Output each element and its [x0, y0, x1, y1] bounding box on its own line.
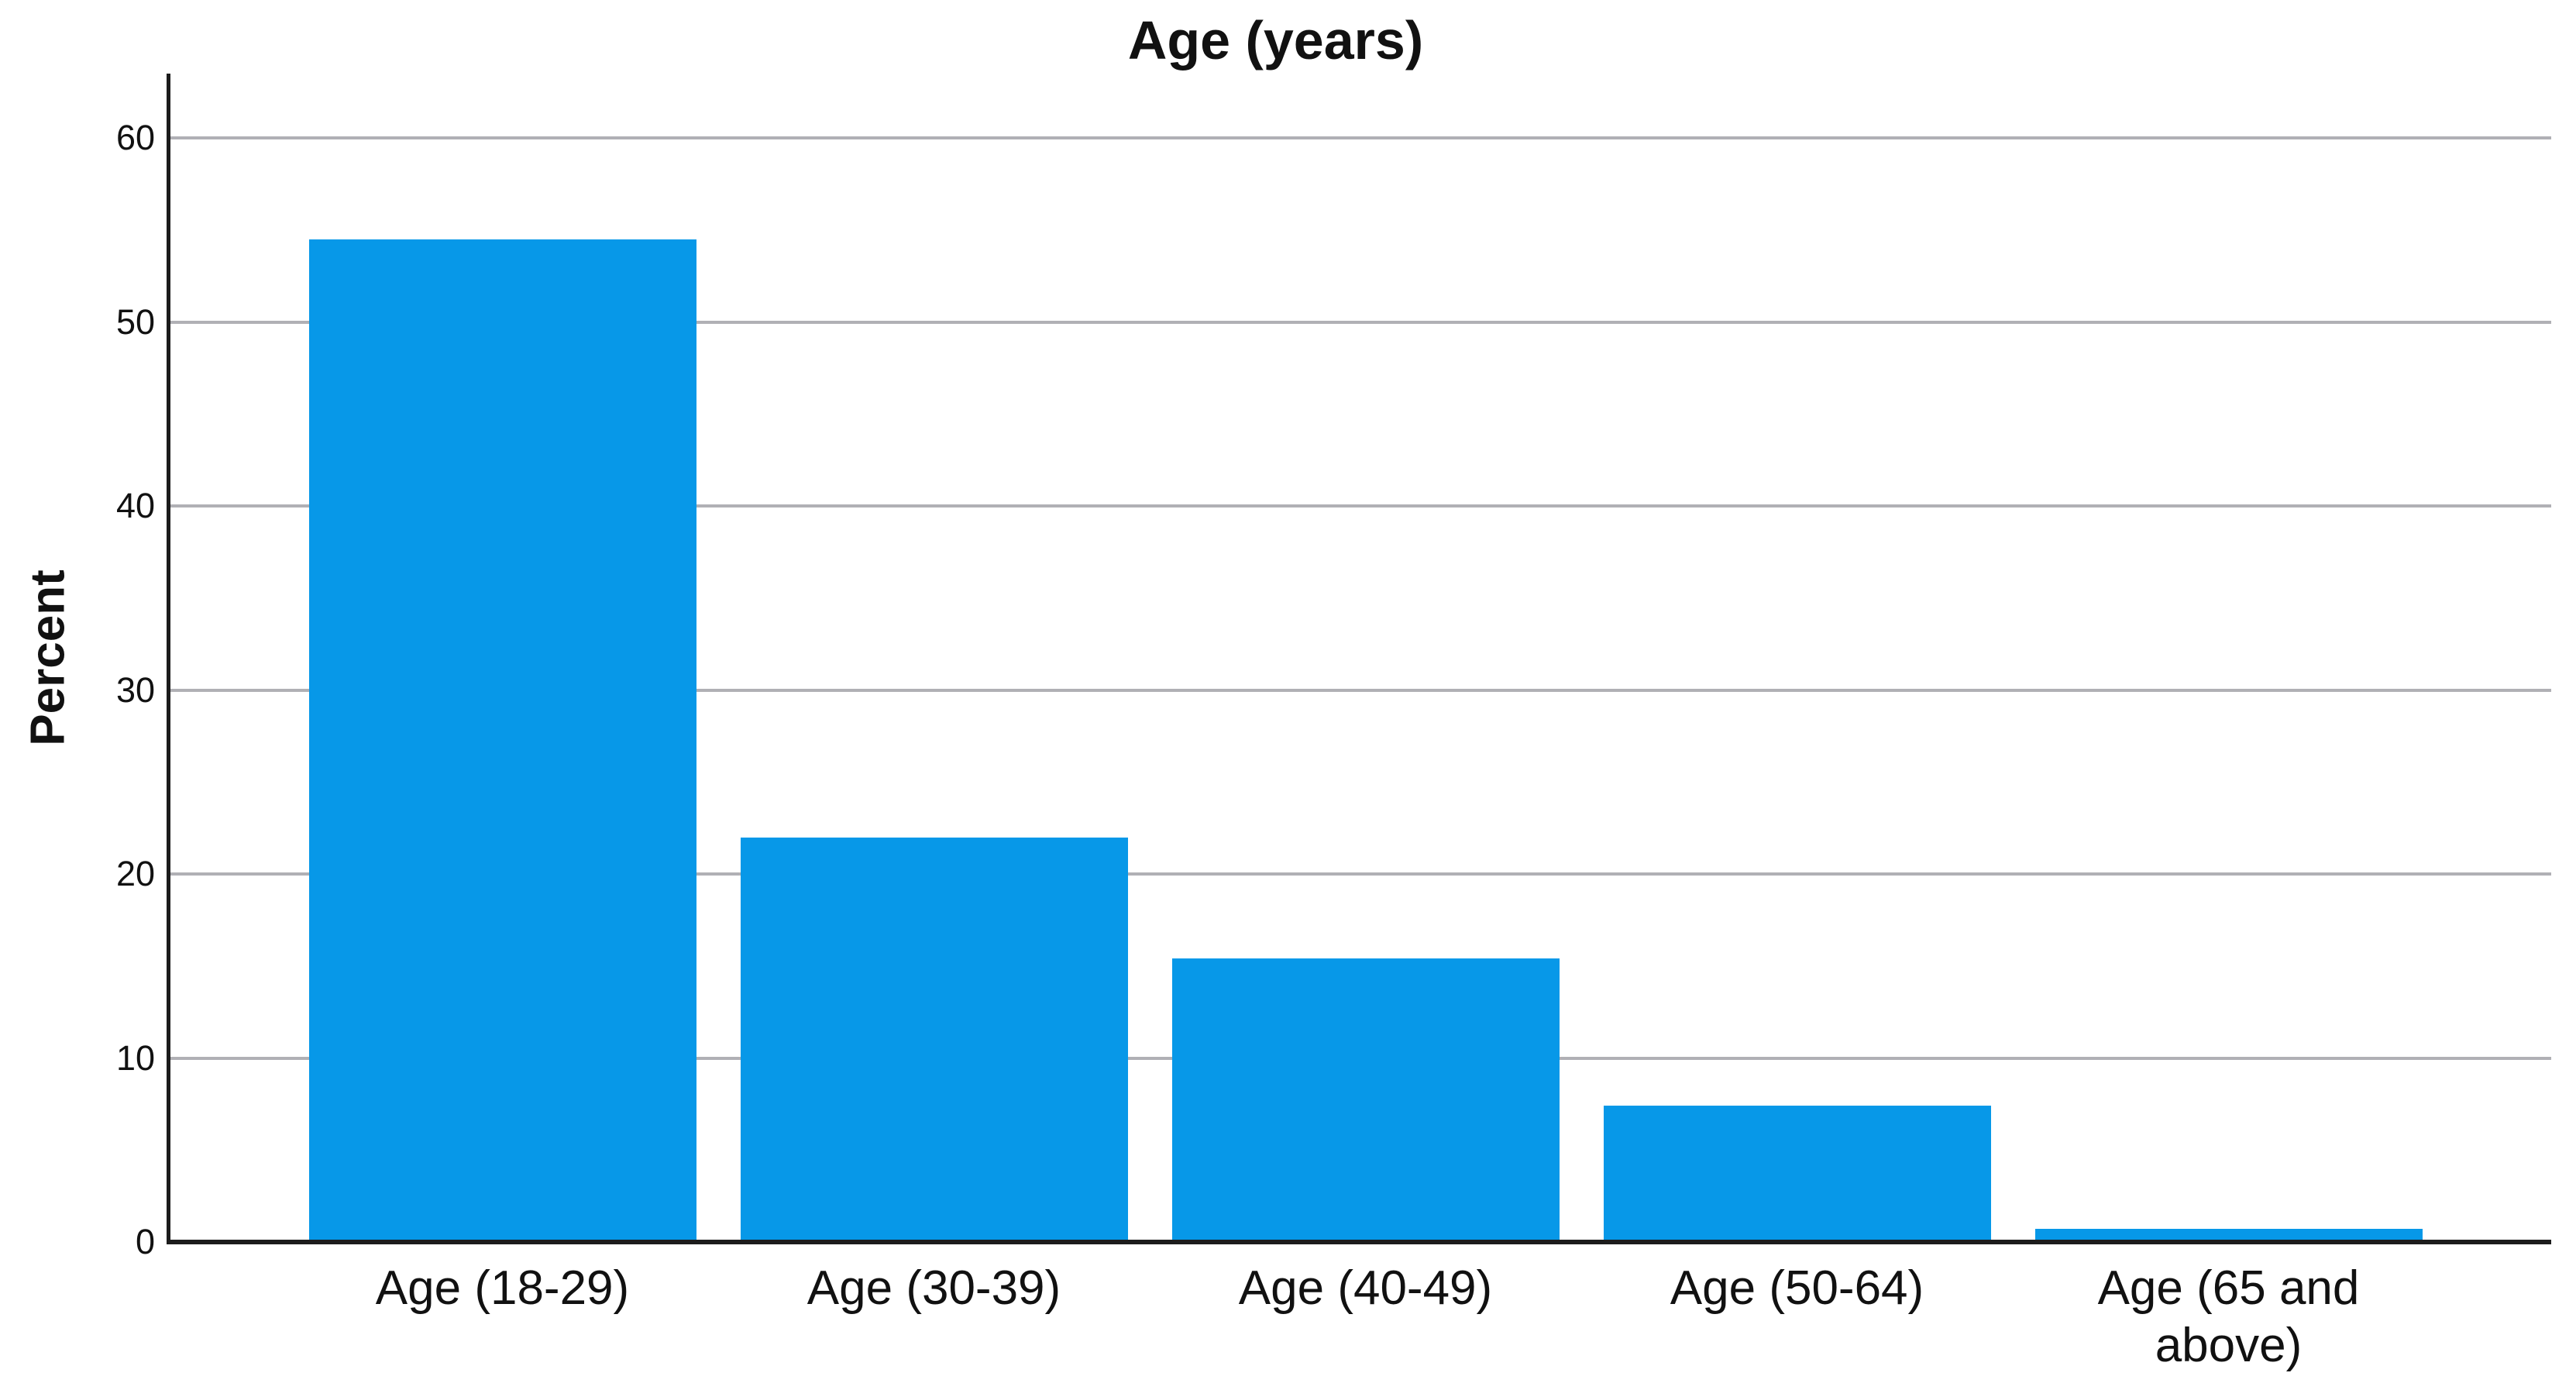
x-tick-label-Age (65 and above): Age (65 and above) [2013, 1260, 2444, 1375]
y-tick-label-0: 0 [135, 1222, 155, 1261]
x-tick-label-Age (40-49): Age (40-49) [1150, 1260, 1581, 1375]
plot-area [167, 74, 2551, 1244]
y-axis-title: Percent [21, 569, 75, 746]
gridline-60 [170, 136, 2551, 140]
y-tick-label-50: 50 [115, 301, 155, 342]
x-tick-label-Age (50-64): Age (50-64) [1581, 1260, 2013, 1375]
x-tick-label-line: Age (40-49) [1238, 1261, 1493, 1315]
x-tick-label-line: above) [2155, 1319, 2303, 1372]
y-axis-line [167, 74, 170, 1244]
gridline-40 [170, 504, 2551, 508]
x-axis-line [167, 1240, 2551, 1244]
bars-group [287, 74, 2444, 1242]
x-tick-label-Age (18-29): Age (18-29) [287, 1260, 718, 1375]
y-tick-label-10: 10 [115, 1037, 155, 1078]
y-tick-label-30: 30 [115, 669, 155, 710]
y-tick-label-40: 40 [115, 486, 155, 526]
x-tick-label-line: Age (50-64) [1670, 1261, 1924, 1315]
bar-Age (65 and above) [2034, 1229, 2423, 1242]
bar-slot [2013, 74, 2444, 1242]
y-tick-label-20: 20 [115, 854, 155, 894]
bar-slot [1150, 74, 1581, 1242]
x-tick-labels-group: Age (18-29) Age (30-39) Age (40-49) Age (50… [287, 1260, 2444, 1375]
bar-Age (30-39) [740, 837, 1128, 1242]
chart-title: Age (years) [1127, 10, 1424, 71]
bar-slot [718, 74, 1150, 1242]
bar-slot [1581, 74, 2013, 1242]
y-tick-label-60: 60 [115, 118, 155, 158]
bar-slot [287, 74, 718, 1242]
x-tick-label-line: Age (18-29) [375, 1261, 630, 1315]
bar-Age (50-64) [1603, 1106, 1991, 1242]
bar-Age (40-49) [1171, 958, 1560, 1242]
gridline-50 [170, 320, 2551, 324]
gridline-30 [170, 688, 2551, 692]
x-tick-label-line: Age (65 and [2097, 1261, 2360, 1315]
gridline-20 [170, 872, 2551, 876]
bar-Age (18-29) [308, 239, 696, 1242]
x-tick-label-Age (30-39): Age (30-39) [718, 1260, 1150, 1375]
x-tick-label-line: Age (30-39) [807, 1261, 1061, 1315]
